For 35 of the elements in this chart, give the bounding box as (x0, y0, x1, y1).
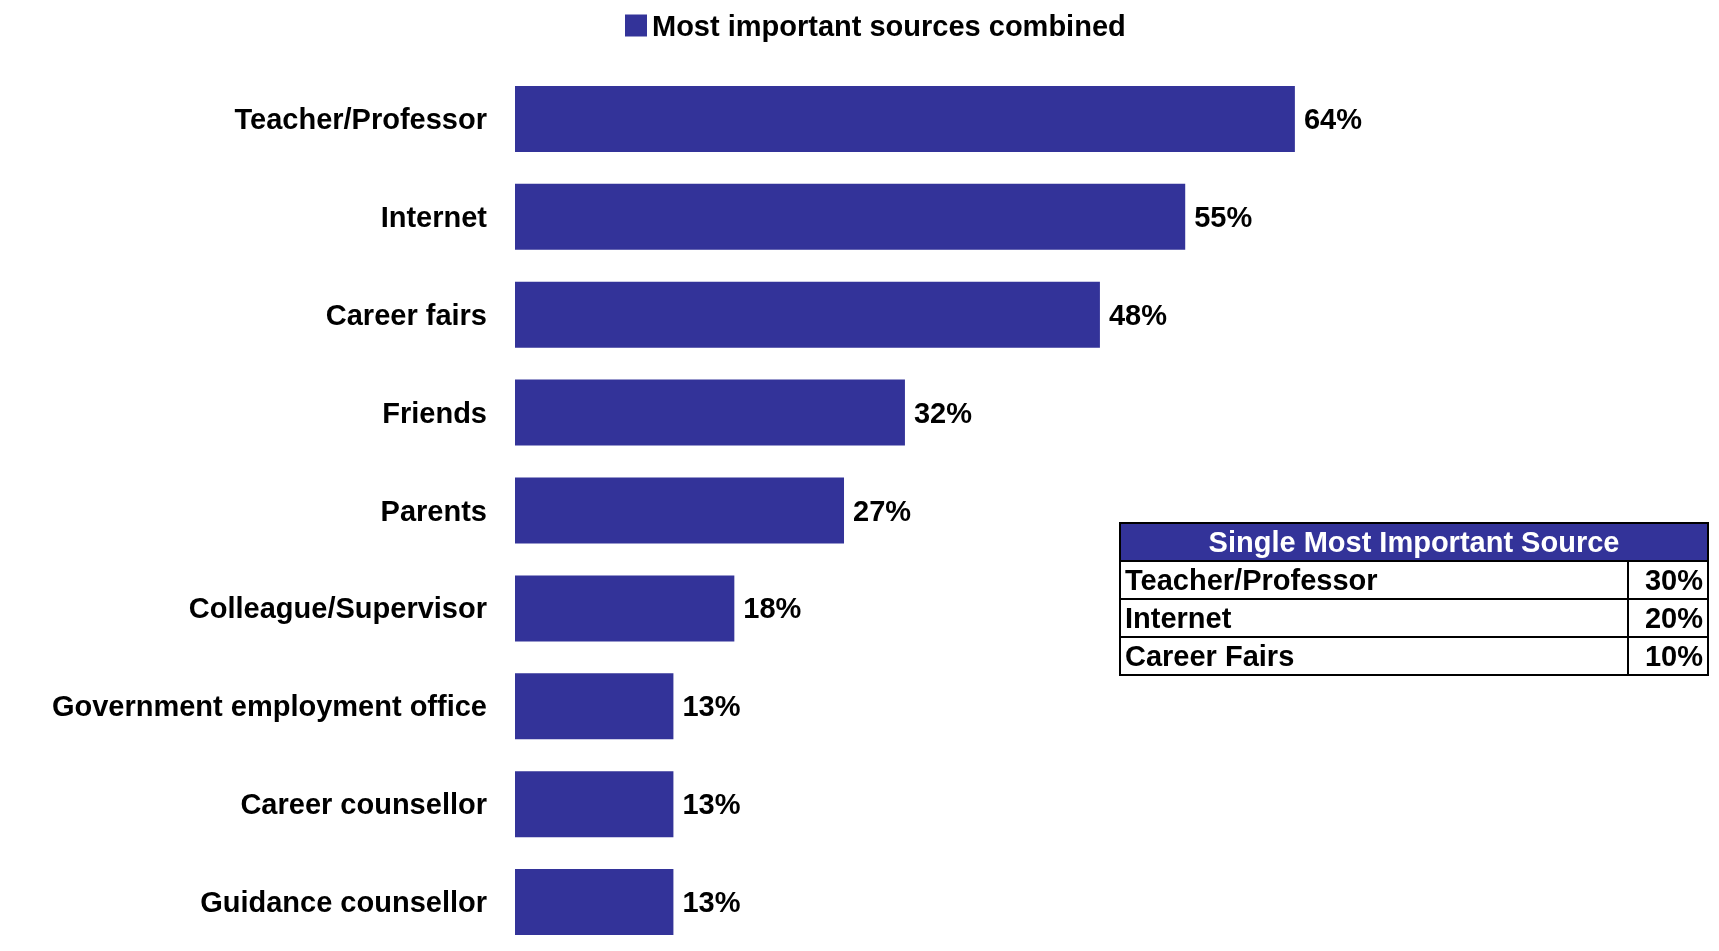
text: 30% (1644, 564, 1703, 596)
bar (515, 771, 674, 838)
y-tick-label: Colleague/Supervisor (188, 592, 487, 625)
data-label: 13% (682, 690, 741, 723)
y-tick-label: Teacher/Professor (234, 102, 487, 135)
data-label: 64% (1303, 102, 1363, 135)
y-tick-label: Internet (380, 200, 488, 233)
data-label: 13% (682, 788, 741, 821)
bar (515, 281, 1100, 348)
text: 10% (1644, 640, 1703, 672)
legend-label: Most important sources combined (652, 9, 1126, 42)
y-tick-label: Career counsellor (240, 788, 487, 821)
data-label: 48% (1108, 298, 1168, 331)
y-tick-label: Government employment office (51, 690, 487, 723)
data-label: 18% (743, 592, 802, 625)
y-tick-label: Parents (380, 494, 487, 527)
y-tick-label: Guidance counsellor (200, 886, 487, 919)
text: 20% (1644, 602, 1703, 634)
category-label: Teacher/Professor (1120, 561, 1628, 599)
text: Single Most Important Source (1120, 523, 1708, 561)
data-label: 55% (1194, 200, 1253, 233)
bar (515, 575, 735, 642)
bar (515, 869, 674, 936)
bar (515, 673, 674, 740)
bar (515, 477, 845, 544)
category-label: Career Fairs (1120, 637, 1628, 675)
category-label: Internet (1120, 599, 1628, 637)
bar (515, 85, 1295, 152)
bar (515, 183, 1186, 250)
y-tick-label: Career fairs (325, 298, 487, 331)
data-label: 13% (682, 886, 741, 919)
bar (515, 379, 905, 446)
data-label: 27% (853, 494, 912, 527)
data-label: 32% (913, 396, 973, 429)
y-tick-label: Friends (382, 396, 487, 429)
